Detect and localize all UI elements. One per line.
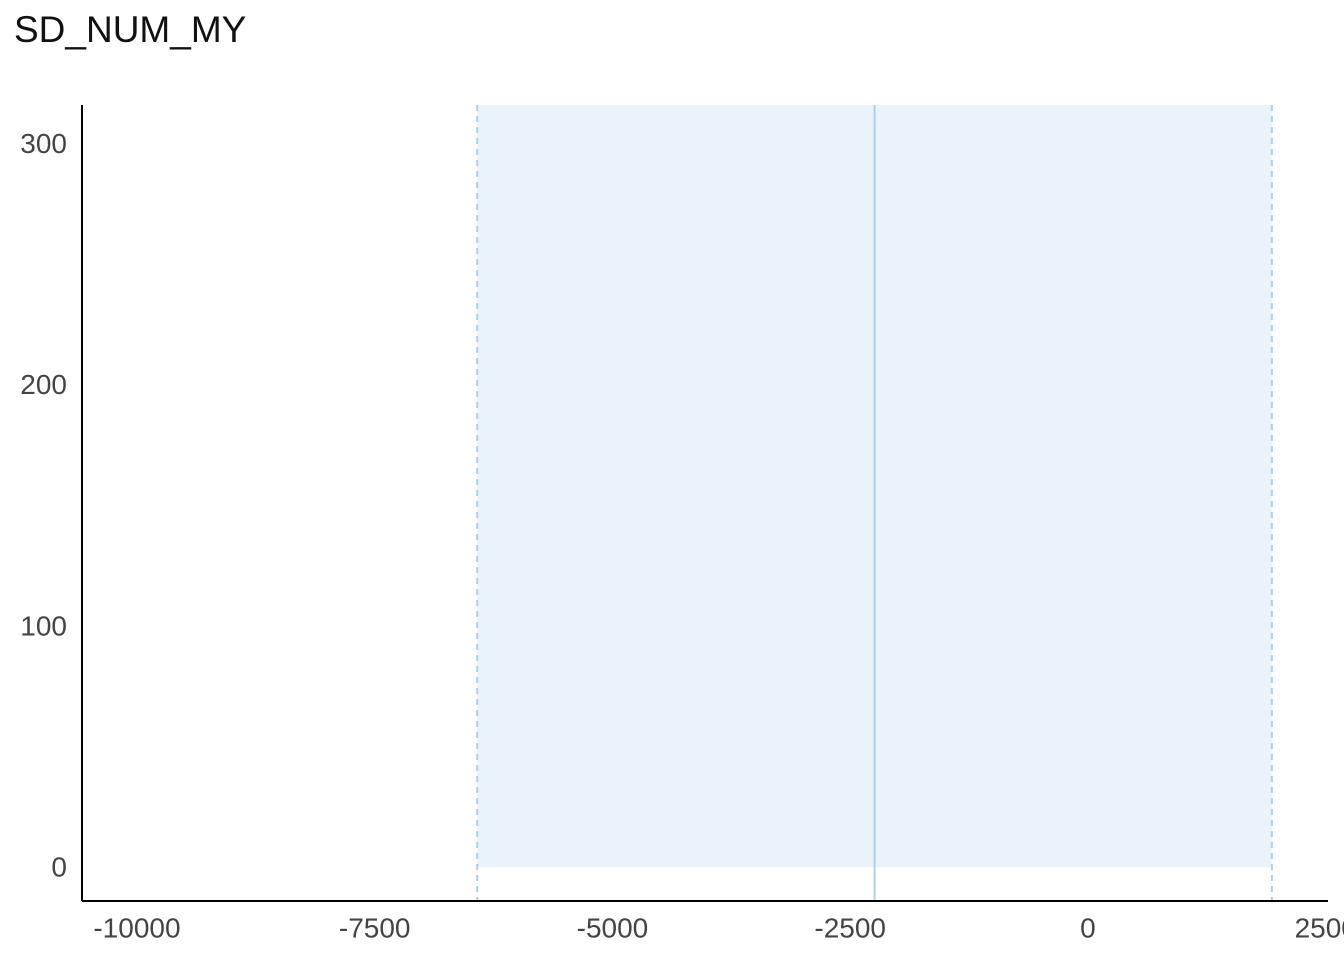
- x-tick-label: -10000: [93, 912, 180, 943]
- y-tick-label: 0: [51, 852, 67, 883]
- x-tick-label: 2500: [1295, 912, 1344, 943]
- y-tick-label: 300: [20, 128, 67, 159]
- x-tick-label: -7500: [339, 912, 411, 943]
- y-tick-label: 100: [20, 610, 67, 641]
- y-tick-label: 200: [20, 369, 67, 400]
- chart-title: SD_NUM_MY: [14, 9, 246, 50]
- x-tick-label: 0: [1080, 912, 1096, 943]
- x-tick-label: -5000: [577, 912, 649, 943]
- x-tick-label: -2500: [814, 912, 886, 943]
